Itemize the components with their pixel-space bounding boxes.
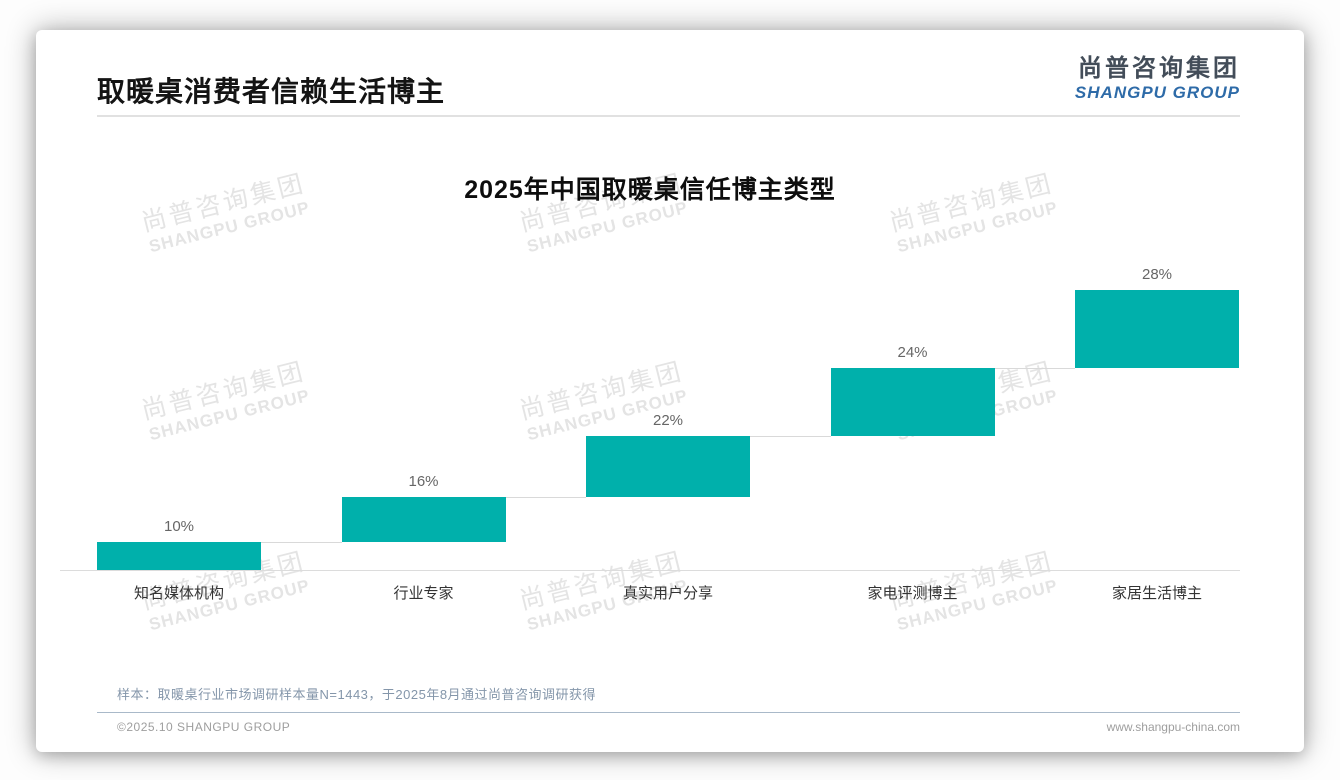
sample-note: 样本：取暖桌行业市场调研样本量N=1443，于2025年8月通过尚普咨询调研获得 — [117, 687, 597, 702]
title-divider — [97, 115, 1240, 117]
step-connector-line — [994, 368, 1075, 370]
logo-cn-text: 尚普咨询集团 — [1078, 55, 1240, 82]
logo-en-text: SHANGPU GROUP — [1074, 83, 1240, 103]
footer-divider — [97, 712, 1240, 713]
shangpu-logo: 尚普咨询集团 SHANGPU GROUP — [1074, 55, 1240, 103]
bar-value-label: 22% — [652, 411, 684, 429]
chart-title: 2025年中国取暖桌信任博主类型 — [464, 176, 836, 204]
step-connector-line — [261, 542, 342, 543]
bar-value-label: 24% — [897, 344, 928, 362]
bar-value-label: 10% — [163, 518, 195, 535]
bar-value-label: 16% — [408, 473, 439, 491]
chart-bar — [97, 542, 261, 570]
chart-bar — [830, 368, 995, 436]
website-link[interactable]: www.shangpu-china.com — [1106, 720, 1240, 734]
step-connector-line — [750, 435, 831, 437]
x-axis-line — [60, 570, 1240, 571]
copyright-text: ©2025.10 SHANGPU GROUP — [117, 720, 291, 734]
report-card: 取暖桌消费者信赖生活博主 尚普咨询集团 SHANGPU GROUP 尚普咨询集团… — [36, 30, 1304, 752]
category-label: 家电评测博主 — [867, 585, 958, 602]
chart-bar — [586, 435, 750, 498]
category-label: 家居生活博主 — [1111, 585, 1202, 602]
stepped-bar-chart: 10% 知名媒体机构 16% 行业专家 22% 真实用户分享 24% 家电评测博主 28% 家居生… — [36, 30, 1304, 752]
bar-value-label: 28% — [1141, 266, 1173, 283]
page-title: 取暖桌消费者信赖生活博主 — [97, 76, 446, 107]
category-label: 行业专家 — [393, 585, 454, 602]
category-label: 知名媒体机构 — [133, 585, 224, 602]
chart-bar — [341, 497, 506, 542]
chart-bar — [1075, 290, 1239, 369]
step-connector-line — [505, 497, 586, 499]
category-label: 真实用户分享 — [622, 585, 713, 602]
